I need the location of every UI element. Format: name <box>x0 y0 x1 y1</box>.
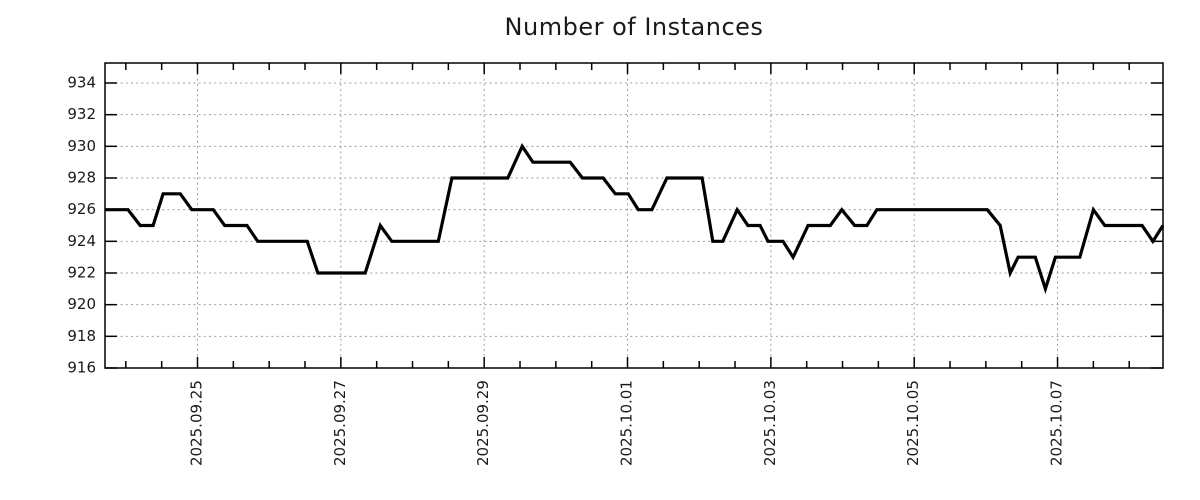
y-tick-label: 928 <box>67 169 96 187</box>
plot-border <box>104 62 1164 369</box>
y-tick-label: 916 <box>67 359 96 377</box>
y-tick-label: 918 <box>67 327 96 345</box>
chart-title: Number of Instances <box>504 13 764 41</box>
y-tick-label: 924 <box>67 232 96 250</box>
y-tick-label: 920 <box>67 295 96 313</box>
x-tick-label: 2025.10.01 <box>618 380 636 466</box>
x-tick-label: 2025.10.07 <box>1048 380 1066 466</box>
x-tick-label: 2025.09.29 <box>474 380 492 466</box>
data-line <box>105 143 1165 295</box>
y-tick-label: 926 <box>67 200 96 218</box>
x-tick-label: 2025.09.27 <box>331 380 349 466</box>
x-tick-label: 2025.09.25 <box>188 380 206 466</box>
y-tick-label: 930 <box>67 137 96 155</box>
y-tick-label: 934 <box>67 74 96 92</box>
x-tick-label: 2025.10.05 <box>904 380 922 466</box>
y-tick-label: 922 <box>67 264 96 282</box>
y-tick-label: 932 <box>67 105 96 123</box>
x-tick-label: 2025.10.03 <box>761 380 779 466</box>
